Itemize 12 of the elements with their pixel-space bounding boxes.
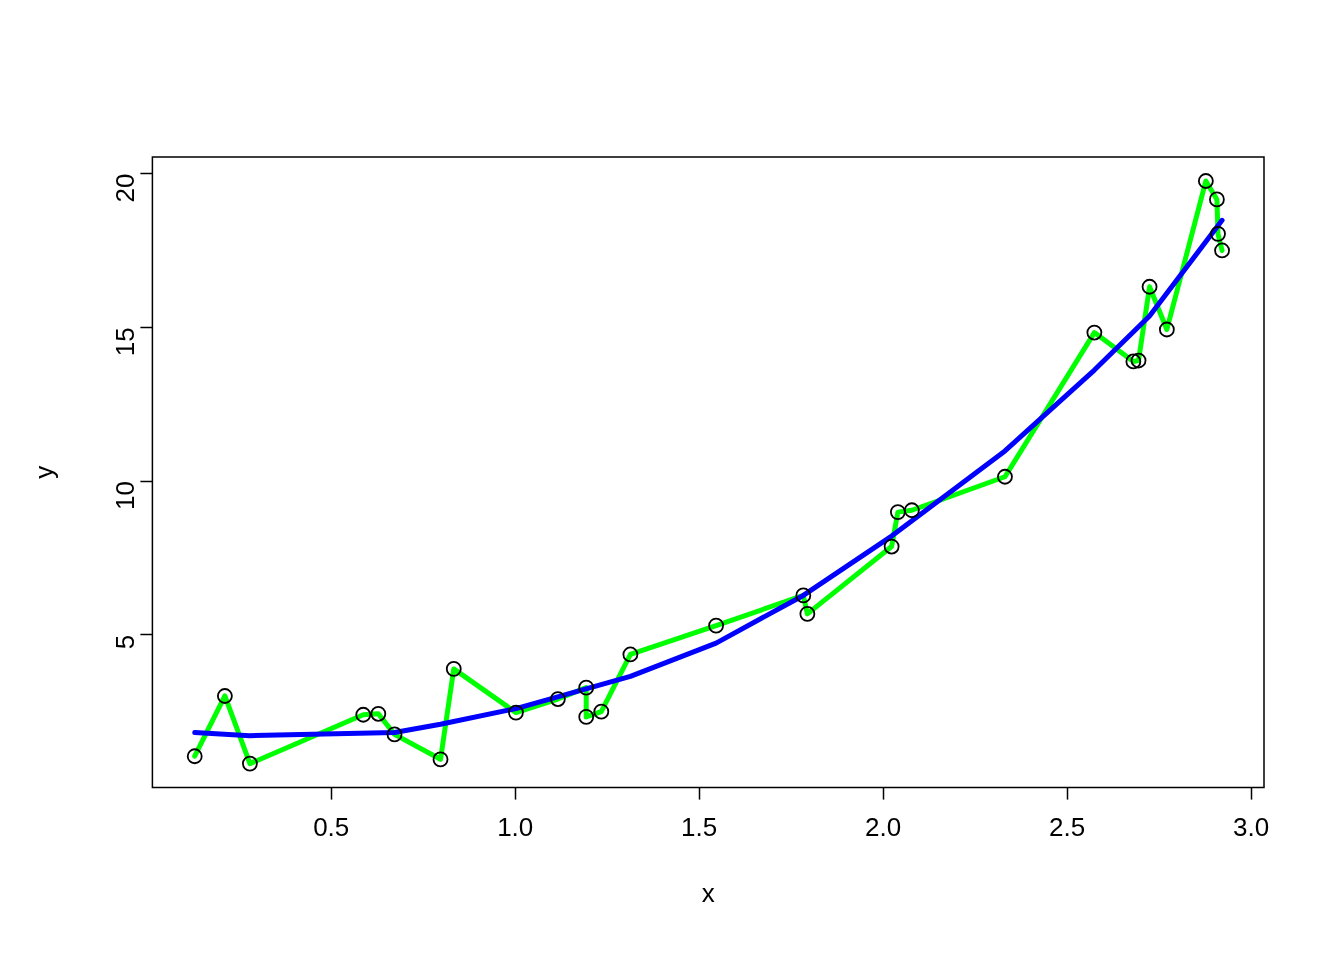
x-tick-label: 1.5: [681, 812, 718, 843]
x-tick-label: 2.5: [1049, 812, 1086, 843]
y-tick-label: 5: [109, 634, 140, 650]
x-tick-label: 3.0: [1233, 812, 1270, 843]
y-tick-label: 10: [109, 481, 140, 510]
x-axis-title: x: [701, 877, 715, 908]
y-tick-label: 20: [109, 173, 140, 203]
y-tick-label: 15: [109, 327, 140, 357]
x-tick-label: 0.5: [313, 812, 350, 843]
x-tick-label: 1.0: [497, 812, 534, 843]
x-tick-label: 2.0: [865, 812, 902, 843]
y-axis-title: y: [28, 465, 59, 479]
